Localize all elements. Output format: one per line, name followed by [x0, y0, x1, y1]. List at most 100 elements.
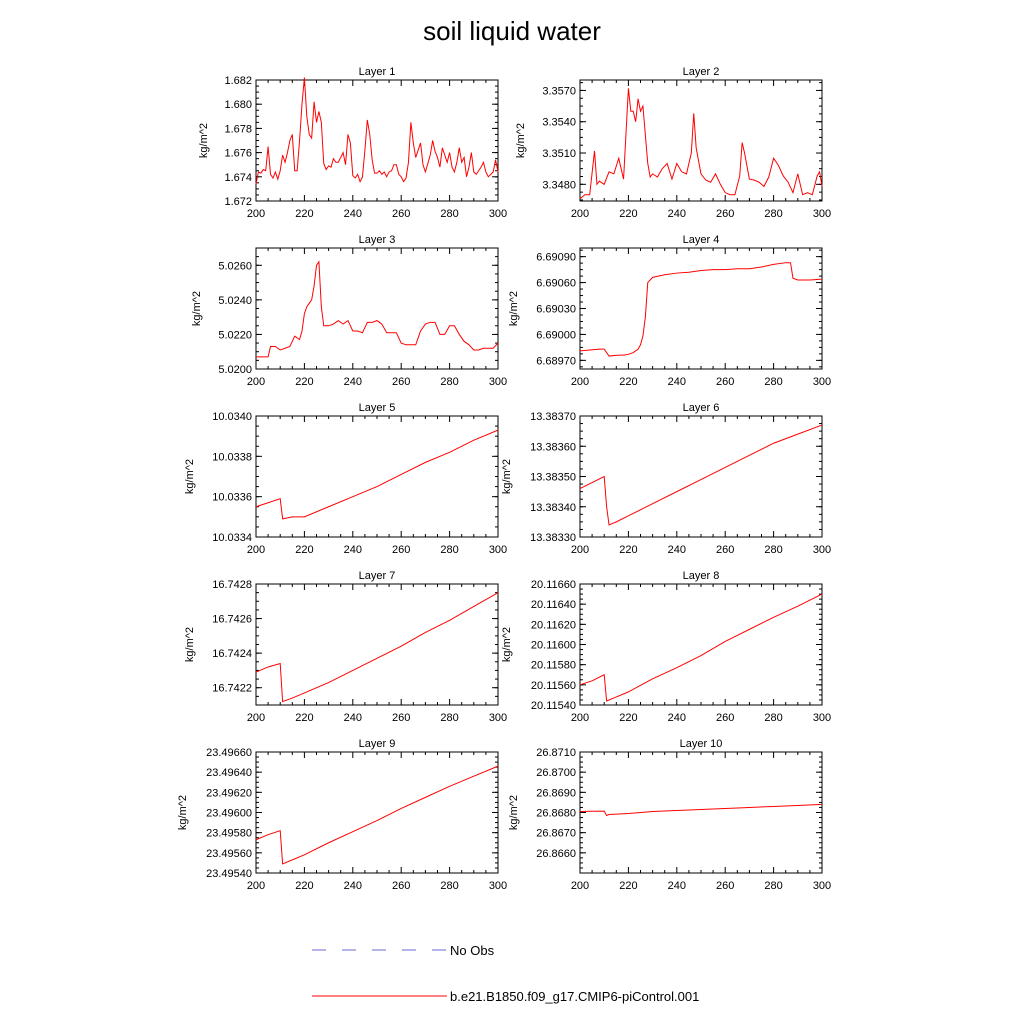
x-tick-label: 300: [813, 544, 831, 556]
series-line-model: [256, 260, 499, 358]
y-tick-label: 23.49600: [206, 808, 252, 820]
y-tick-label: 1.678: [224, 123, 252, 135]
x-tick-label: 200: [247, 376, 265, 388]
y-tick-label: 3.3540: [542, 117, 576, 129]
x-tick-label: 200: [571, 712, 589, 724]
y-tick-label: 5.0220: [218, 329, 252, 341]
x-tick-label: 220: [619, 544, 637, 556]
x-tick-label: 260: [392, 544, 410, 556]
x-tick-label: 280: [764, 208, 782, 220]
legend-label-model: b.e21.B1850.f09_g17.CMIP6-piControl.001: [450, 989, 699, 1004]
x-tick-label: 300: [813, 376, 831, 388]
plot-frame: [255, 751, 499, 874]
x-tick-label: 300: [813, 880, 831, 892]
x-tick-label: 200: [571, 544, 589, 556]
x-tick-label: 240: [668, 376, 686, 388]
y-tick-label: 23.49580: [206, 828, 252, 840]
y-tick-label: 1.672: [224, 196, 252, 208]
series-line-model: [255, 765, 499, 865]
y-tick-label: 23.49620: [206, 787, 252, 799]
y-tick-label: 10.0334: [212, 532, 252, 544]
y-tick-label: 10.0336: [212, 492, 252, 504]
y-tick-label: 10.0340: [212, 411, 252, 423]
y-tick-label: 26.8660: [536, 848, 576, 860]
panel-title: Layer 6: [683, 402, 720, 414]
x-tick-label: 300: [489, 544, 507, 556]
x-tick-label: 260: [716, 544, 734, 556]
y-axis-label: kg/m^2: [191, 291, 203, 326]
y-tick-label: 16.7428: [212, 579, 252, 591]
y-tick-label: 3.3570: [542, 85, 576, 97]
y-tick-label: 20.11640: [531, 599, 576, 611]
x-tick-label: 220: [619, 376, 637, 388]
y-tick-label: 6.69060: [536, 278, 576, 290]
panel-title: Layer 7: [359, 570, 396, 582]
y-tick-label: 26.8680: [536, 808, 576, 820]
y-tick-label: 13.38370: [530, 411, 576, 423]
x-tick-label: 240: [668, 712, 686, 724]
y-tick-label: 13.38330: [530, 532, 576, 544]
x-tick-label: 200: [571, 376, 589, 388]
series-line-model: [255, 592, 499, 703]
y-tick-label: 23.49560: [206, 848, 252, 860]
x-tick-label: 300: [489, 712, 507, 724]
x-tick-label: 260: [716, 376, 734, 388]
panel-9: Layer 9 200 220 240 260 280 300 23.49540 23.4956…: [177, 738, 507, 892]
y-tick-label: 26.8710: [536, 747, 576, 759]
y-tick-label: 1.680: [224, 99, 252, 111]
panel-1: Layer 1 200 220 240 260 280 300 1.672 1.674 1.676…: [198, 66, 507, 220]
panel-title: Layer 9: [359, 738, 396, 750]
series-line-model: [255, 77, 499, 185]
panel-title: Layer 10: [680, 738, 723, 750]
y-tick-label: 26.8670: [536, 828, 576, 840]
panel-10: Layer 10 200 220 240 260 280 300 26.8660 26.8670…: [508, 738, 831, 892]
y-axis-label: kg/m^2: [198, 123, 210, 158]
plot-frame: [255, 583, 499, 706]
y-tick-label: 16.7422: [212, 683, 252, 695]
panel-2: Layer 2 200 220 240 260 280 300 3.3480 3.3510 3.3…: [515, 66, 831, 220]
x-tick-label: 220: [619, 208, 637, 220]
x-tick-label: 280: [440, 208, 458, 220]
y-axis-label: kg/m^2: [501, 627, 513, 662]
x-tick-label: 220: [619, 712, 637, 724]
plot-frame: [579, 751, 823, 874]
x-tick-label: 280: [440, 376, 458, 388]
y-tick-label: 26.8690: [536, 787, 576, 799]
panel-title: Layer 4: [683, 234, 720, 246]
x-tick-label: 280: [440, 544, 458, 556]
plot-frame: [579, 247, 823, 370]
x-tick-label: 280: [764, 544, 782, 556]
y-axis-label: kg/m^2: [501, 459, 513, 494]
panel-title: Layer 8: [683, 570, 720, 582]
series-line-model: [579, 424, 823, 526]
x-tick-label: 280: [440, 880, 458, 892]
series-line-model: [579, 88, 823, 200]
panel-title: Layer 2: [683, 66, 720, 78]
y-tick-label: 26.8700: [536, 767, 576, 779]
y-tick-label: 20.11560: [531, 680, 576, 692]
plot-frame: [579, 79, 823, 202]
x-tick-label: 260: [716, 880, 734, 892]
y-tick-label: 20.11620: [531, 619, 576, 631]
x-tick-label: 200: [247, 712, 265, 724]
x-tick-label: 300: [489, 880, 507, 892]
x-tick-label: 260: [716, 712, 734, 724]
series-line-model: [579, 593, 823, 702]
x-tick-label: 240: [344, 544, 362, 556]
y-tick-label: 6.69000: [536, 329, 576, 341]
legend-label-no-obs: No Obs: [450, 943, 495, 958]
y-tick-label: 23.49540: [206, 868, 252, 880]
y-axis-label: kg/m^2: [508, 795, 520, 830]
y-tick-label: 20.11660: [531, 579, 576, 591]
x-tick-label: 220: [295, 544, 313, 556]
x-tick-label: 260: [392, 376, 410, 388]
y-tick-label: 1.674: [224, 172, 252, 184]
x-tick-label: 200: [247, 544, 265, 556]
x-tick-label: 220: [295, 712, 313, 724]
plot-frame: [255, 247, 499, 370]
plot-frame: [579, 583, 823, 706]
y-tick-label: 5.0200: [218, 364, 252, 376]
x-tick-label: 280: [764, 712, 782, 724]
y-tick-label: 6.69090: [536, 252, 576, 264]
panel-8: Layer 8 200 220 240 260 280 300 20.11540 20.1156…: [501, 570, 831, 724]
